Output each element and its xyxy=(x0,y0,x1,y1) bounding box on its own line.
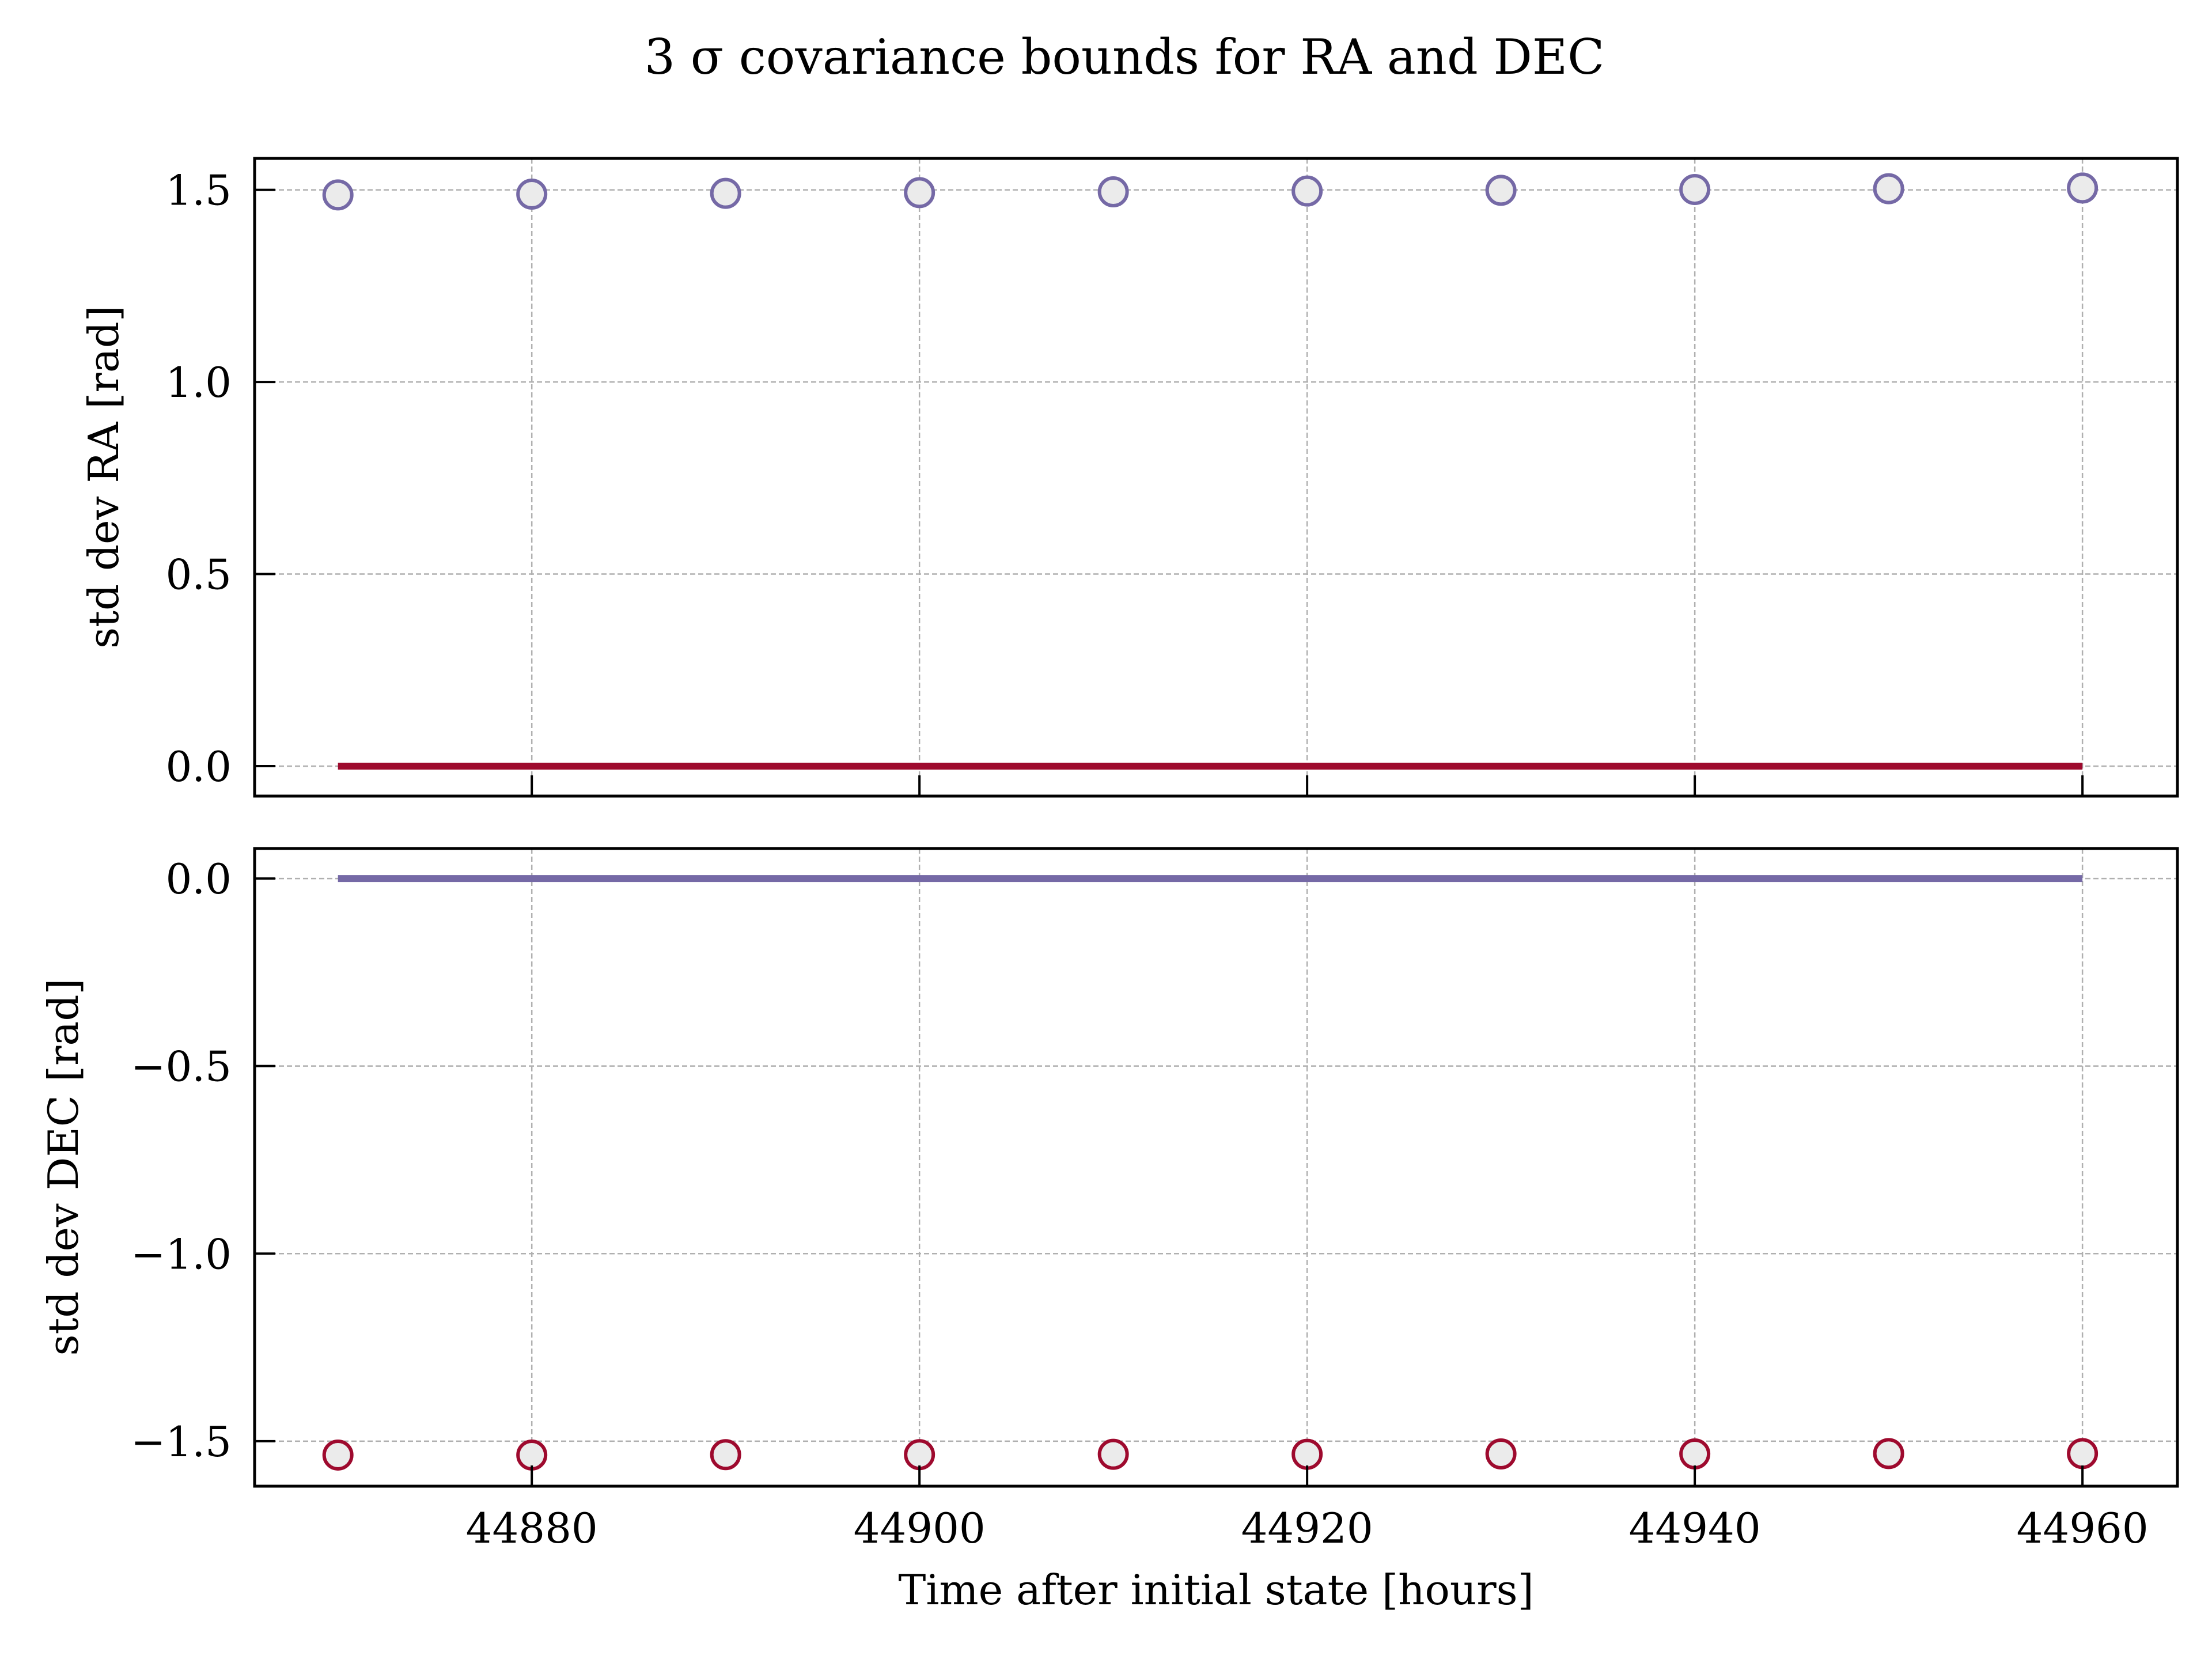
dec-scatter-point xyxy=(1097,1438,1129,1470)
ra-scatter-series xyxy=(322,172,2099,211)
dec-scatter-point xyxy=(904,1439,935,1471)
dec-scatter-point xyxy=(322,1439,354,1471)
dec-subplot: 44880 44900 44920 44940 44960 0.0 −0.5 −1.0 −1.5… xyxy=(39,847,2179,1552)
ra-scatter-point xyxy=(1485,175,1517,206)
ra-scatter-point xyxy=(710,177,741,209)
ra-scatter-point xyxy=(1291,175,1323,207)
dec-scatter-series xyxy=(322,1438,2099,1471)
dec-scatter-point xyxy=(1291,1438,1323,1470)
x-tick-label: 44940 xyxy=(1629,1504,1761,1552)
ra-axes-frame xyxy=(253,157,2179,798)
dec-ticks: 44880 44900 44920 44940 44960 0.0 −0.5 −1.0 −1.5 xyxy=(131,855,2148,1552)
ra-y-tick-label: 0.5 xyxy=(165,551,232,599)
x-axis-label: Time after initial state [hours] xyxy=(898,1566,1533,1614)
ra-scatter-point xyxy=(1679,174,1711,206)
ra-scatter-point xyxy=(516,179,548,210)
dec-axes-frame xyxy=(253,847,2179,1488)
ra-y-axis-label: std dev RA [rad] xyxy=(79,305,128,649)
dec-y-tick-label: −0.5 xyxy=(131,1043,232,1091)
ra-y-tick-label: 1.0 xyxy=(165,358,232,407)
ra-ticks: 0.0 0.5 1.0 1.5 xyxy=(165,166,2084,796)
dec-scatter-point xyxy=(2067,1438,2099,1469)
x-tick-label: 44920 xyxy=(1241,1504,1373,1552)
dec-scatter-point xyxy=(1873,1438,1904,1469)
dec-scatter-point xyxy=(1485,1438,1517,1469)
ra-scatter-point xyxy=(1097,176,1129,208)
x-tick-label: 44900 xyxy=(854,1504,986,1552)
dec-y-axis-label: std dev DEC [rad] xyxy=(39,979,88,1356)
ra-scatter-point xyxy=(904,177,935,209)
dec-scatter-point xyxy=(516,1439,548,1471)
x-tick-label: 44880 xyxy=(466,1504,598,1552)
ra-scatter-point xyxy=(1873,173,1904,204)
x-tick-label: 44960 xyxy=(2017,1504,2149,1552)
dec-scatter-point xyxy=(1679,1438,1711,1469)
ra-scatter-point xyxy=(2067,172,2099,204)
ra-y-tick-label: 1.5 xyxy=(165,166,232,215)
dec-y-tick-label: −1.0 xyxy=(131,1230,232,1278)
dec-y-tick-label: −1.5 xyxy=(131,1418,232,1466)
chart-title: 3 σ covariance bounds for RA and DEC xyxy=(645,29,1605,85)
ra-scatter-point xyxy=(322,179,354,211)
dec-y-tick-label: 0.0 xyxy=(165,855,232,903)
dec-scatter-point xyxy=(710,1439,741,1471)
ra-subplot: 0.0 0.5 1.0 1.5 std dev RA [rad] xyxy=(79,157,2179,798)
ra-y-tick-label: 0.0 xyxy=(165,743,232,791)
